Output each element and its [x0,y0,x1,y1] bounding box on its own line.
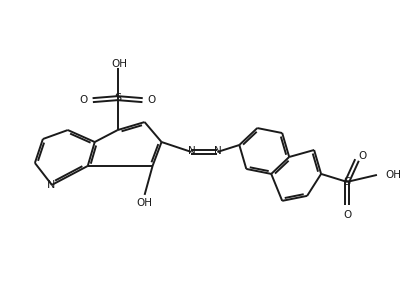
Text: OH: OH [137,198,153,208]
Text: O: O [359,151,367,161]
Text: N: N [187,146,196,156]
Text: OH: OH [112,59,128,69]
Text: O: O [147,95,156,105]
Text: S: S [114,93,121,103]
Text: OH: OH [385,170,401,180]
Text: N: N [214,146,221,156]
Text: O: O [343,210,351,220]
Text: O: O [80,95,88,105]
Text: S: S [343,177,351,187]
Text: N: N [47,180,55,190]
